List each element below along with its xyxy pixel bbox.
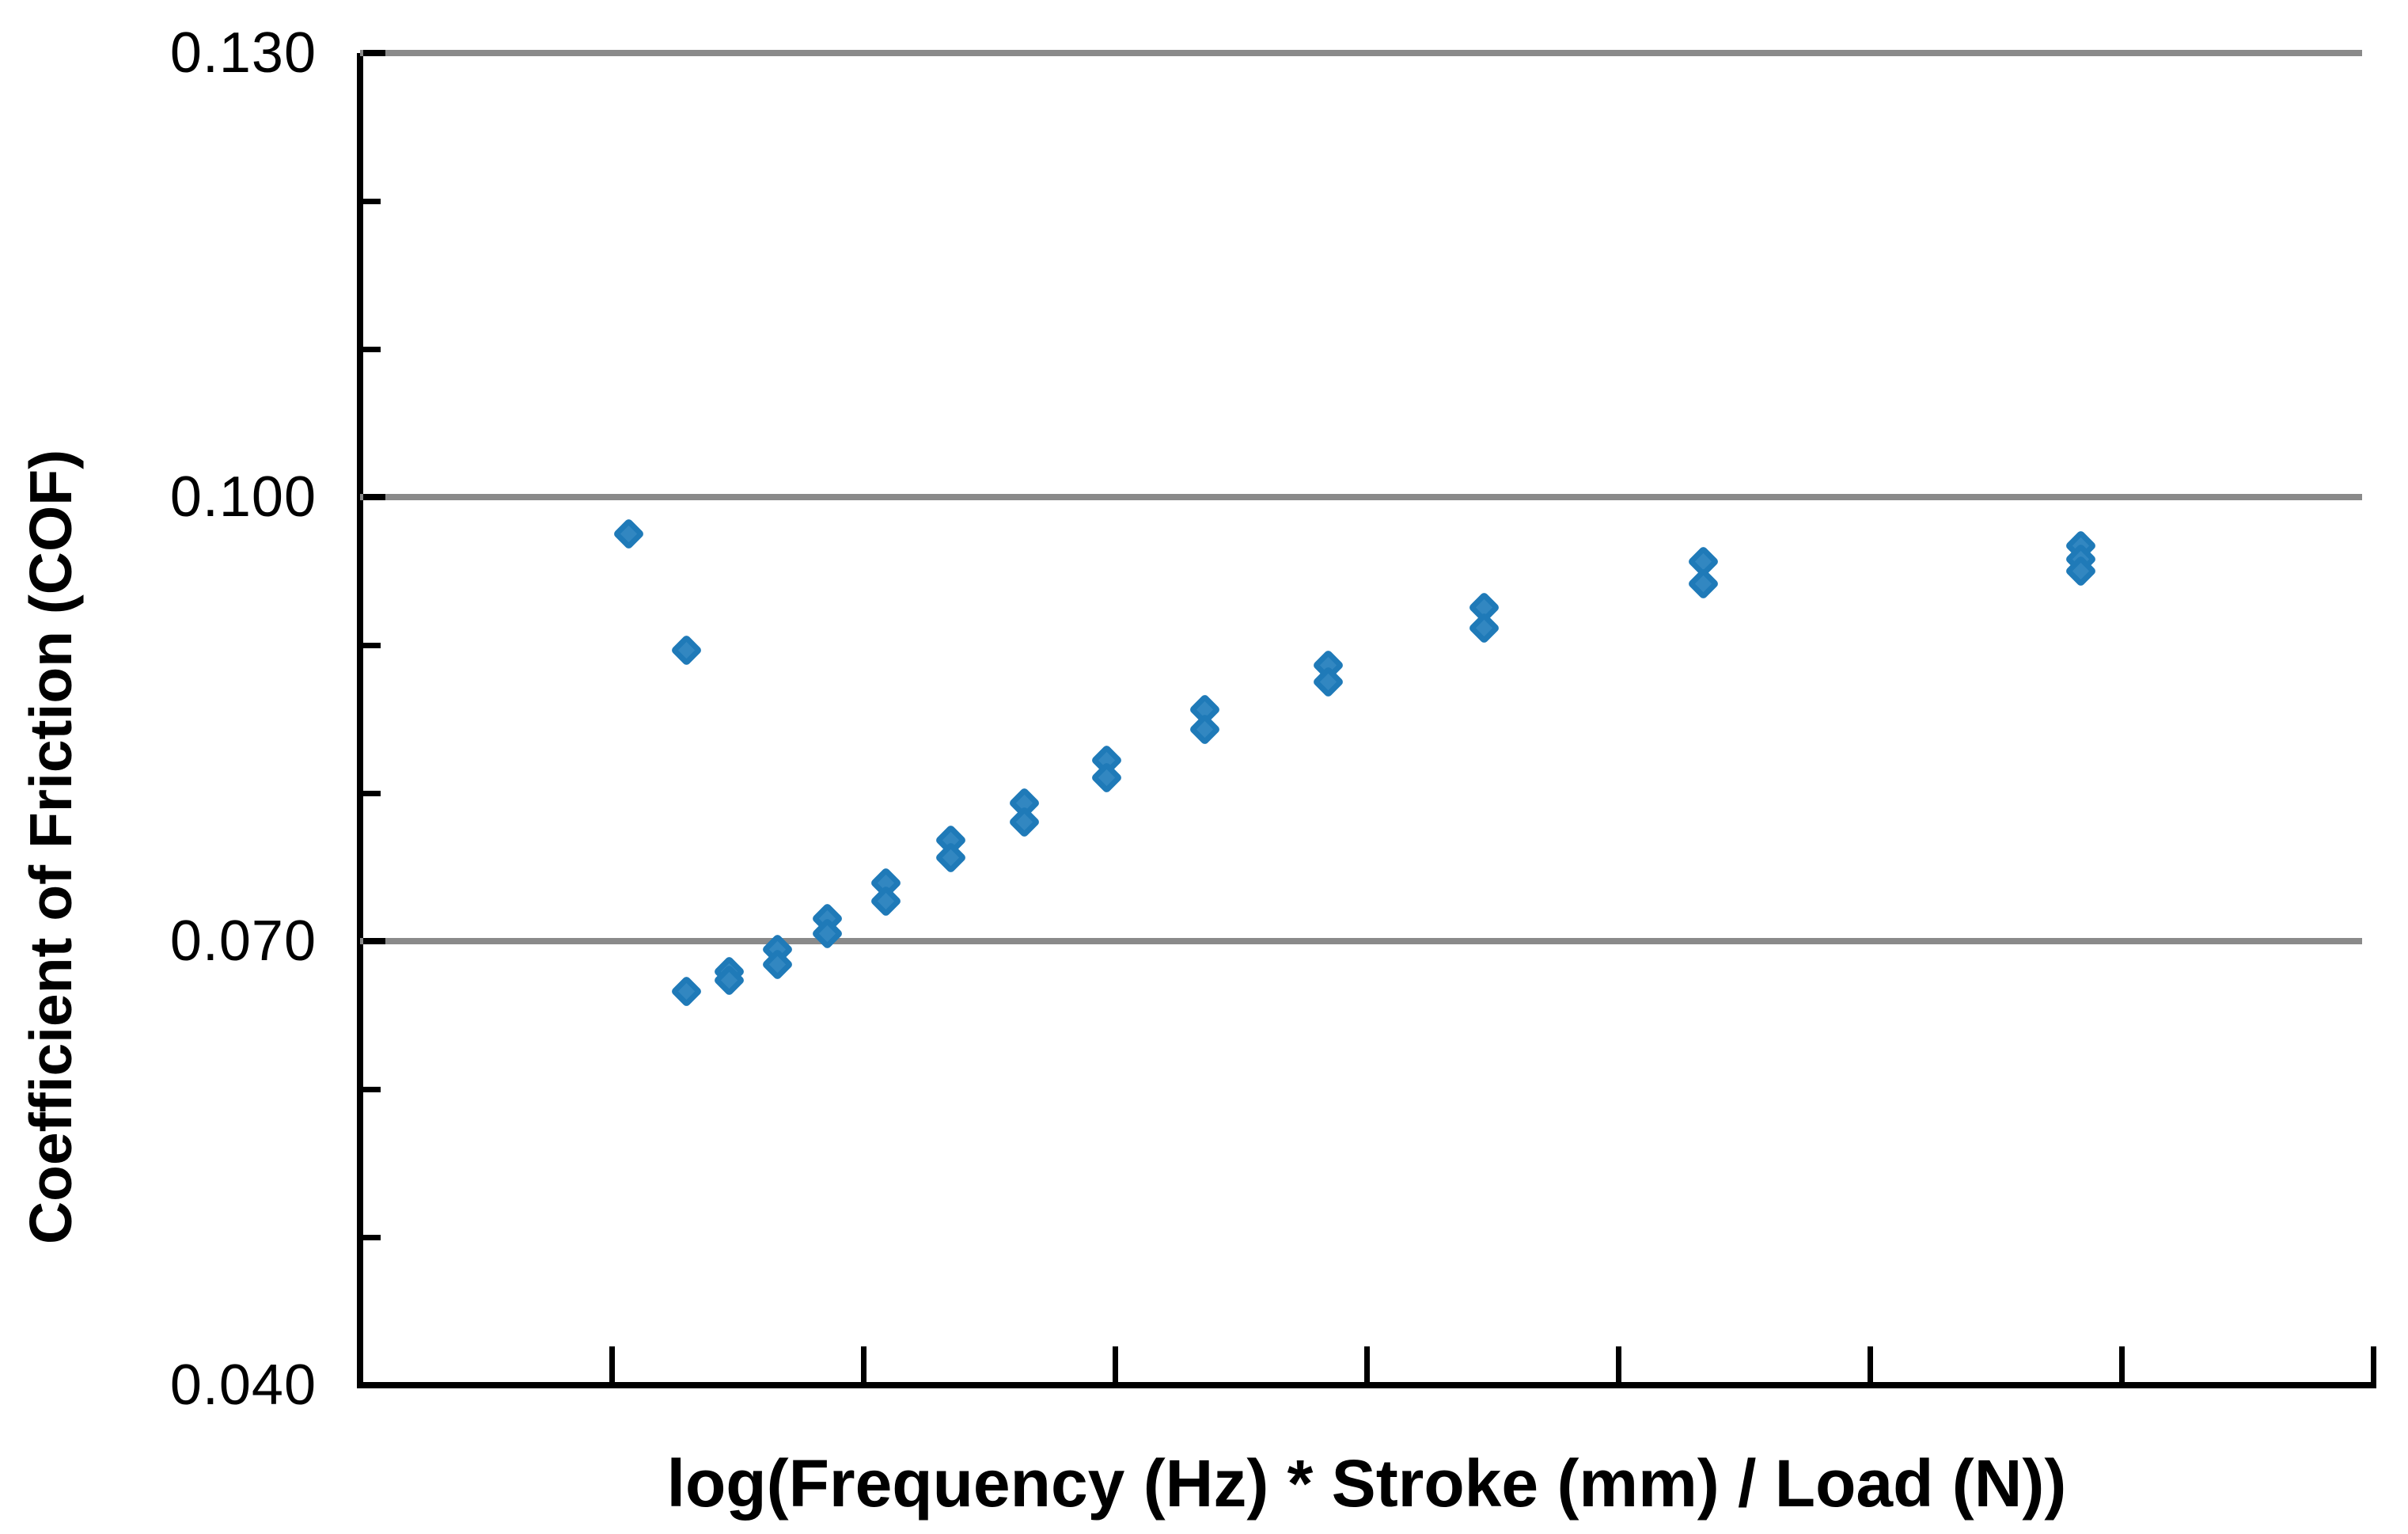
x-axis-tick [861,1346,867,1382]
y-axis-major-tick [363,494,385,500]
data-point-diamond [670,974,703,1008]
x-axis-tick [1868,1346,1873,1382]
y-axis-minor-tick [363,643,381,648]
y-axis-major-tick [363,938,385,944]
x-axis-tick [2371,1346,2376,1382]
x-axis-tick [1616,1346,1621,1382]
gridline [360,938,2362,944]
x-axis-tick [2119,1346,2125,1382]
y-axis-title: Coefficient of Friction (COF) [17,449,84,1245]
data-point-diamond [1687,568,1720,601]
data-point-diamond [1468,612,1501,645]
y-tick-label: 0.070 [169,909,317,973]
y-axis-minor-tick [363,1087,381,1092]
y-axis-minor-tick [363,1235,381,1240]
y-tick-label: 0.100 [169,465,317,529]
data-point-diamond [1007,806,1041,839]
x-axis-tick [1364,1346,1370,1382]
data-point-diamond [1189,712,1222,746]
data-point-diamond [670,634,703,667]
y-axis-minor-tick [363,791,381,796]
x-axis-tick [609,1346,615,1382]
y-axis-minor-tick [363,199,381,204]
data-point-diamond [612,517,646,550]
x-axis-line [357,1382,2376,1388]
gridline [360,494,2362,500]
y-axis-minor-tick [363,347,381,352]
y-axis-major-tick [363,50,385,56]
data-point-diamond [935,841,968,875]
data-point-diamond [869,884,902,917]
y-tick-label: 0.040 [169,1354,317,1417]
y-axis-line [357,53,363,1388]
x-axis-tick [1113,1346,1118,1382]
y-tick-label: 0.130 [169,21,317,85]
gridline [360,50,2362,56]
x-axis-title: log(Frequency (Hz) * Stroke (mm) / Load … [666,1446,2067,1521]
data-point-diamond [1090,761,1124,795]
